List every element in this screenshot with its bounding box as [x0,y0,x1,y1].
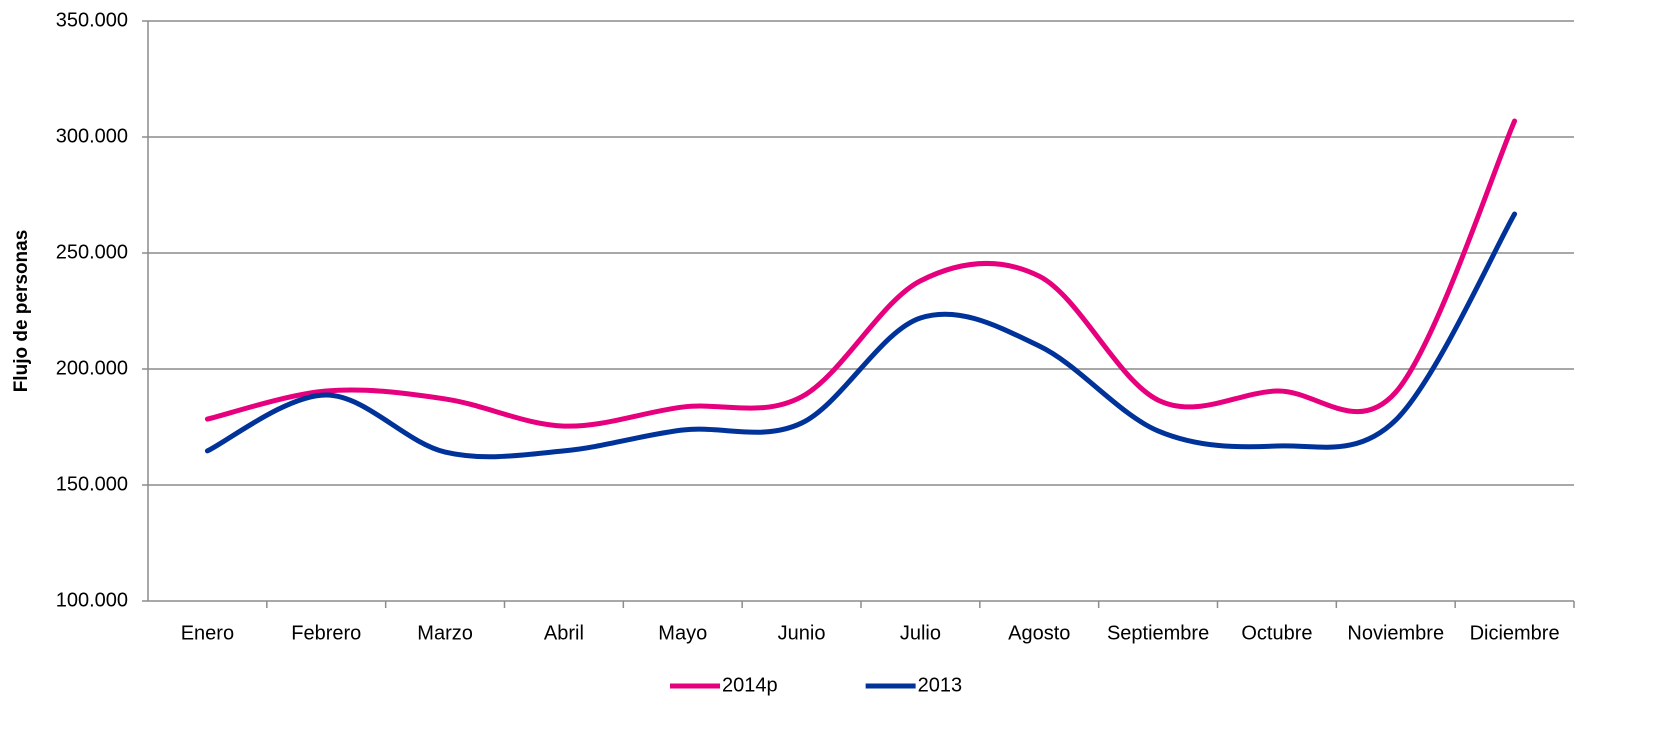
legend-label: 2014p [722,674,778,696]
x-tick-label: Mayo [658,622,707,644]
x-tick-label: Julio [900,622,941,644]
x-tick-label: Diciembre [1470,622,1560,644]
x-tick-label: Septiembre [1107,622,1209,644]
y-tick-label: 300.000 [56,125,128,147]
y-tick-label: 250.000 [56,241,128,263]
x-tick-label: Octubre [1241,622,1312,644]
legend-label: 2013 [918,674,963,696]
y-tick-label: 150.000 [56,473,128,495]
x-tick-label: Junio [778,622,826,644]
y-axis-label: Flujo de personas [11,230,32,393]
y-tick-label: 100.000 [56,589,128,611]
y-tick-label: 350.000 [56,9,128,31]
line-series [204,211,1518,460]
x-tick-label: Abril [544,622,584,644]
line-series [204,118,1518,429]
x-tick-label: Febrero [291,622,361,644]
x-tick-label: Agosto [1008,622,1070,644]
y-tick-label: 200.000 [56,357,128,379]
x-tick-label: Noviembre [1347,622,1444,644]
x-tick-label: Marzo [417,622,473,644]
x-tick-label: Enero [181,622,234,644]
